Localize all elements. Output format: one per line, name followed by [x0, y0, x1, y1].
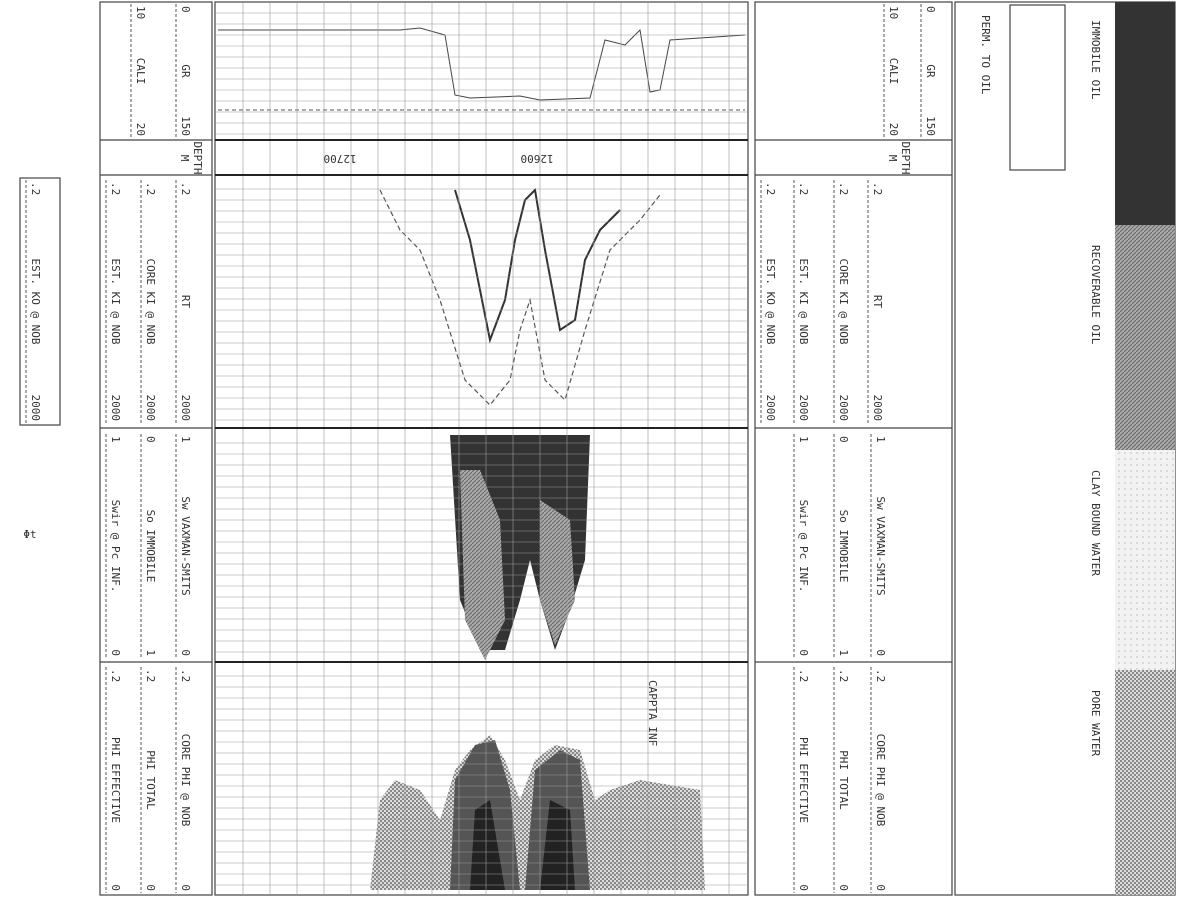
scale-right: 2000 — [797, 395, 810, 422]
top-header — [755, 2, 952, 895]
depth-label: DEPTH — [899, 141, 912, 174]
scale-left: .2 — [144, 669, 157, 682]
curve-name: PHI TOTAL — [144, 750, 157, 810]
scale-right: 1 — [144, 649, 157, 656]
curve-name: Swir @ Pc INF. — [109, 500, 122, 593]
scale-right: 150 — [924, 116, 937, 136]
scale-left: .2 — [109, 669, 122, 682]
curve-name: Swir @ Pc INF. — [797, 500, 810, 593]
curve-name: CORE KI @ NOB — [144, 258, 157, 344]
core-ki-curve — [455, 190, 620, 340]
curve-name: GR — [179, 64, 192, 78]
scale-left: .2 — [29, 182, 42, 195]
scale-left: 1 — [874, 436, 887, 443]
curve-name: So IMMOBILE — [837, 510, 850, 583]
scale-right: 0 — [837, 884, 850, 891]
depth-value: 12600 — [520, 152, 553, 165]
depth-unit: M — [886, 155, 899, 162]
scale-left: .2 — [764, 182, 777, 195]
curve-name: So IMMOBILE — [144, 510, 157, 583]
curve-name: CORE KI @ NOB — [837, 258, 850, 344]
scale-right: 2000 — [144, 395, 157, 422]
curve-name: CORE PHI @ NOB — [874, 734, 887, 827]
curve-name: CALI — [134, 58, 147, 85]
scale-left: 1 — [109, 436, 122, 443]
scale-right: 2000 — [871, 395, 884, 422]
curve-name: RT — [871, 295, 884, 309]
curve-name: EST. KO @ NOB — [29, 258, 42, 344]
scale-right: 2000 — [179, 395, 192, 422]
scale-left: 1 — [179, 436, 192, 443]
legend-label: CLAY BOUND WATER — [1089, 470, 1102, 576]
scale-right: 2000 — [29, 395, 42, 422]
scale-right: 0 — [109, 884, 122, 891]
scale-right: 0 — [874, 649, 887, 656]
scale-left: .2 — [179, 669, 192, 682]
scale-right: 2000 — [764, 395, 777, 422]
scale-left: .2 — [144, 182, 157, 195]
scale-right: 2000 — [109, 395, 122, 422]
curve-name: RT — [179, 295, 192, 309]
scale-left: 10 — [887, 6, 900, 19]
curve-name: PHI TOTAL — [837, 750, 850, 810]
curve-name: EST. KO @ NOB — [764, 258, 777, 344]
scale-left: .2 — [837, 182, 850, 195]
scale-left: .2 — [109, 182, 122, 195]
curve-name: EST. KI @ NOB — [109, 258, 122, 344]
scale-left: 1 — [797, 436, 810, 443]
layout — [20, 2, 1175, 895]
scale-right: 20 — [887, 123, 900, 136]
scale-left: 0 — [144, 436, 157, 443]
legend-label: PERM. TO OIL — [979, 15, 992, 95]
scale-left: 0 — [837, 436, 850, 443]
legend-label: RECOVERABLE OIL — [1089, 245, 1102, 345]
scale-right: 0 — [179, 884, 192, 891]
perm-box — [1010, 5, 1065, 170]
scale-right: 20 — [134, 123, 147, 136]
scale-left: .2 — [871, 182, 884, 195]
curve-name: PHI EFFECTIVE — [109, 737, 122, 823]
scale-right: 1 — [837, 649, 850, 656]
scale-left: 0 — [179, 6, 192, 13]
swatch-recoverable-oil — [1115, 225, 1175, 450]
scale-right: 0 — [144, 884, 157, 891]
depth-unit: M — [178, 155, 191, 162]
curve-name: Sw VAXMAN-SMITS — [179, 496, 192, 595]
scale-right: 0 — [874, 884, 887, 891]
curve-name: CALI — [887, 58, 900, 85]
scale-left: 10 — [134, 6, 147, 19]
scale-right: 0 — [179, 649, 192, 656]
annotation: Φt — [23, 528, 36, 541]
scale-left: .2 — [179, 182, 192, 195]
swatch-immobile-oil — [1115, 2, 1175, 225]
scale-left: .2 — [797, 182, 810, 195]
scale-left: .2 — [837, 669, 850, 682]
depth-label: DEPTH — [191, 141, 204, 174]
scale-right: 0 — [797, 884, 810, 891]
swatch-clay-bound-water — [1115, 450, 1175, 670]
scale-right: 150 — [179, 116, 192, 136]
scale-left: .2 — [874, 669, 887, 682]
curve-name: PHI EFFECTIVE — [797, 737, 810, 823]
curve-name: EST. KI @ NOB — [797, 258, 810, 344]
well-log: CAPPTA INF Φt IMMOBILE OILRECOVERABLE OI… — [0, 0, 1177, 900]
swatch-pore-water — [1115, 670, 1175, 895]
scale-left: .2 — [797, 669, 810, 682]
curve-name: CORE PHI @ NOB — [179, 734, 192, 827]
scale-right: 0 — [109, 649, 122, 656]
scale-right: 2000 — [837, 395, 850, 422]
scale-right: 0 — [797, 649, 810, 656]
legend-label: IMMOBILE OIL — [1089, 20, 1102, 100]
curve-name: Sw VAXMAN-SMITS — [874, 496, 887, 595]
depth-value: 12700 — [323, 152, 356, 165]
legend-label: PORE WATER — [1089, 690, 1102, 757]
curve-name: GR — [924, 64, 937, 78]
scale-left: 0 — [924, 6, 937, 13]
